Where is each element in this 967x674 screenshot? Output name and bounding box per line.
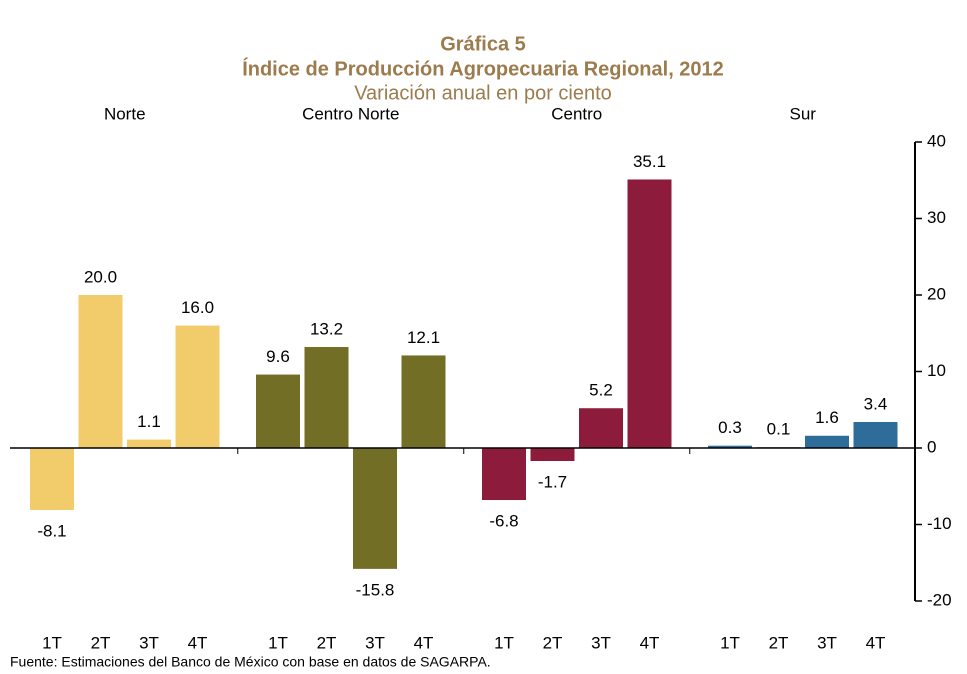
x-tick-label: 2T	[543, 633, 563, 652]
value-label: -15.8	[356, 580, 395, 599]
x-tick-label: 4T	[414, 633, 434, 652]
y-tick-label: 40	[927, 131, 946, 150]
x-tick-label: 1T	[720, 633, 740, 652]
y-tick-label: 30	[927, 208, 946, 227]
value-label: 0.1	[767, 420, 791, 439]
bar	[401, 355, 446, 448]
bar	[579, 408, 623, 448]
value-label: 35.1	[633, 152, 666, 171]
x-tick-label: 3T	[139, 633, 159, 652]
bar	[353, 448, 397, 569]
value-label: -6.8	[489, 512, 518, 531]
x-tick-label: 2T	[91, 633, 111, 652]
value-label: 3.4	[864, 394, 888, 413]
value-label: 1.6	[815, 408, 839, 427]
x-tick-label: 1T	[268, 633, 288, 652]
group-label: Centro	[551, 104, 602, 123]
group-label: Norte	[104, 104, 146, 123]
x-tick-label: 3T	[365, 633, 385, 652]
x-tick-label: 2T	[317, 633, 337, 652]
y-tick-label: 0	[927, 437, 936, 456]
x-tick-label: 2T	[769, 633, 789, 652]
x-tick-label: 4T	[640, 633, 660, 652]
x-tick-label: 1T	[42, 633, 62, 652]
chart-title: Gráfica 5	[440, 33, 526, 55]
value-label: 0.3	[718, 418, 742, 437]
x-tick-label: 3T	[817, 633, 837, 652]
group-label: Sur	[790, 104, 817, 123]
unit-label: Variación anual en por ciento	[354, 82, 612, 104]
chart-subtitle: Índice de Producción Agropecuaria Region…	[242, 57, 724, 80]
y-tick-label: 10	[927, 361, 946, 380]
value-label: 20.0	[84, 267, 117, 286]
source-note: Fuente: Estimaciones del Banco de México…	[10, 654, 491, 670]
value-label: 12.1	[407, 328, 440, 347]
bar	[175, 325, 220, 448]
value-label: 16.0	[181, 298, 214, 317]
value-label: 5.2	[589, 381, 613, 400]
bar	[530, 448, 575, 462]
value-label: 13.2	[310, 320, 343, 339]
y-tick-label: 20	[927, 284, 946, 303]
value-label: -1.7	[538, 472, 567, 491]
group-label: Centro Norte	[302, 104, 399, 123]
bar	[127, 439, 171, 448]
bar	[304, 347, 349, 448]
value-label: -8.1	[37, 521, 66, 540]
value-label: 1.1	[137, 412, 161, 431]
bar	[30, 448, 74, 510]
bar	[627, 179, 672, 449]
value-label: 9.6	[266, 347, 290, 366]
bar	[78, 295, 123, 448]
y-tick-label: -20	[927, 590, 952, 609]
x-tick-label: 3T	[591, 633, 611, 652]
y-tick-label: -10	[927, 514, 952, 533]
x-tick-label: 1T	[494, 633, 514, 652]
bar	[708, 445, 752, 448]
x-tick-label: 4T	[188, 633, 208, 652]
bar	[853, 421, 898, 448]
x-tick-label: 4T	[866, 633, 886, 652]
bar	[805, 435, 849, 448]
bar	[256, 374, 300, 448]
bar	[482, 448, 526, 501]
